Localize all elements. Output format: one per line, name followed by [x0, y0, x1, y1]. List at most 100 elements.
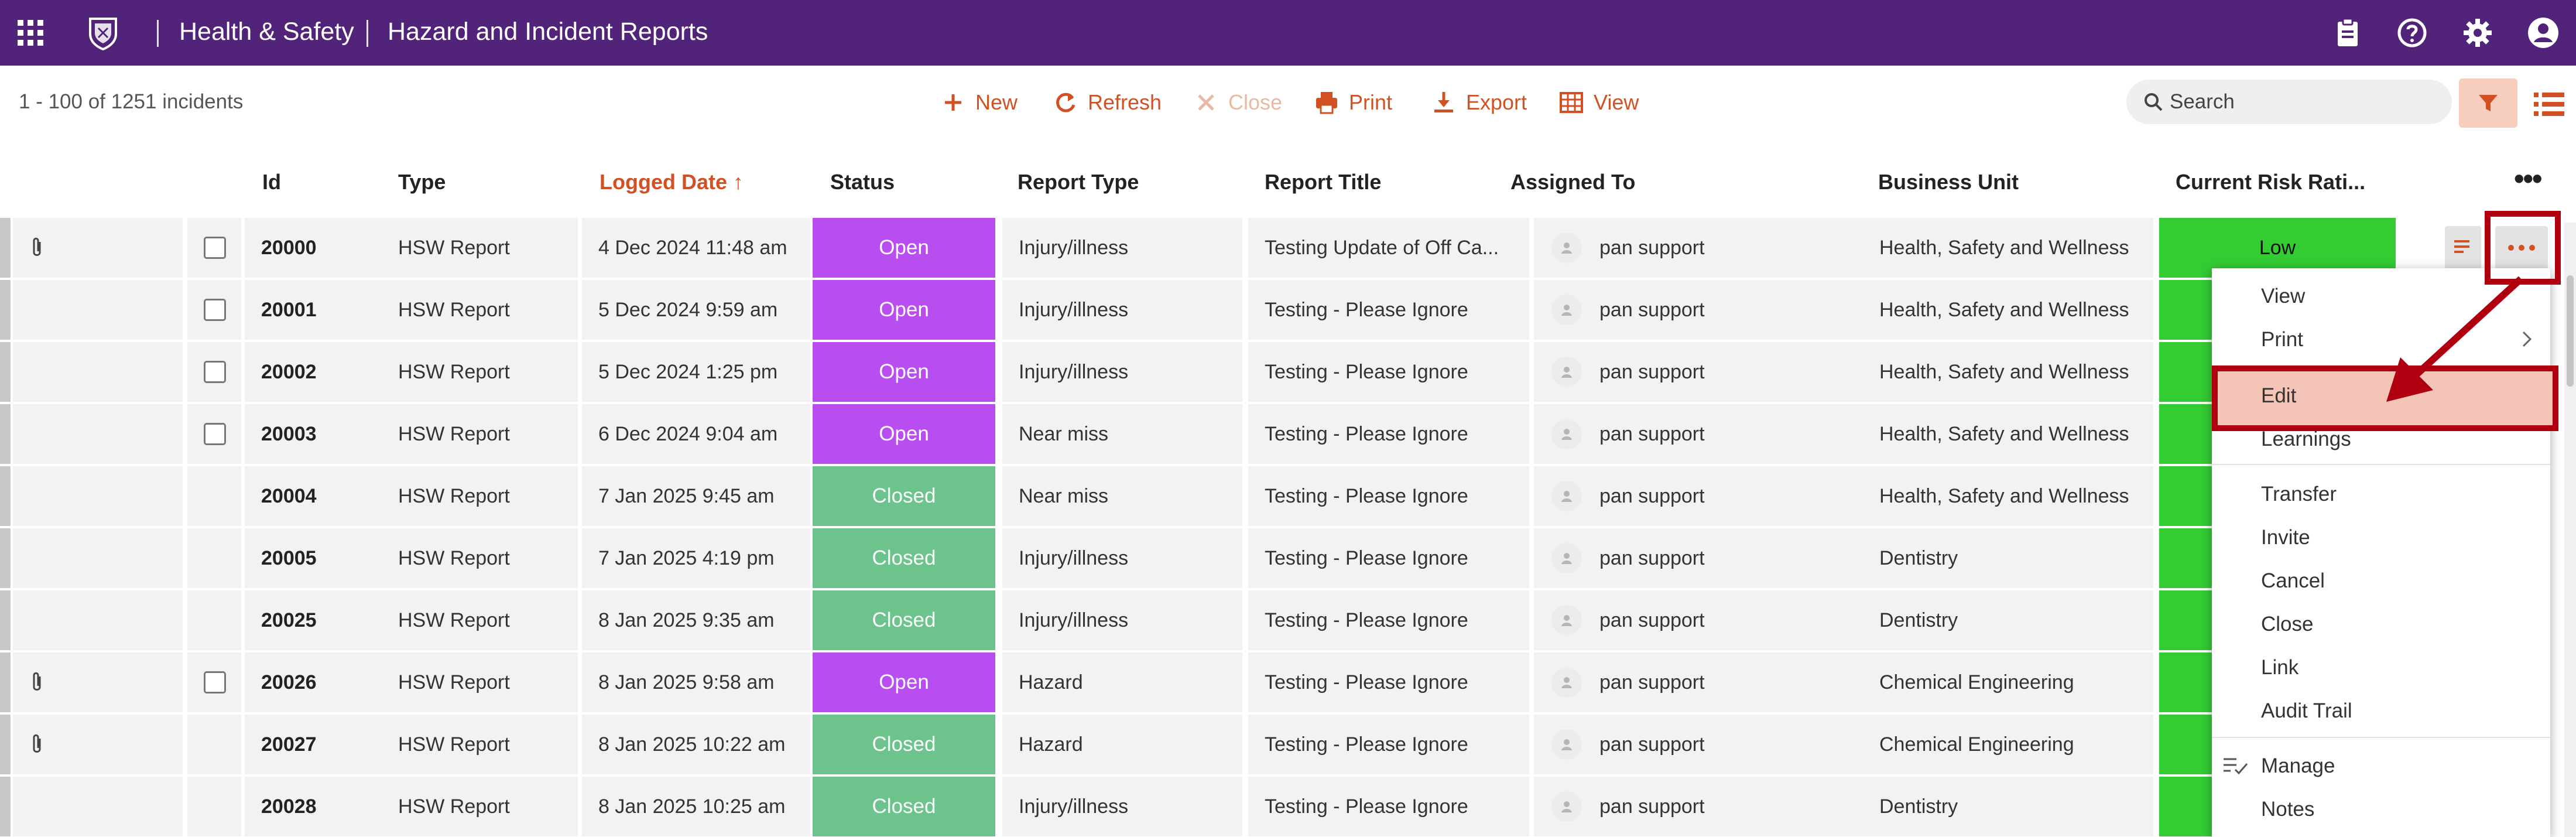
row-more-actions-button[interactable]	[2495, 226, 2548, 269]
menu-item-transfer[interactable]: Transfer	[2261, 483, 2337, 505]
attachment-cell	[13, 404, 183, 464]
person-icon	[1561, 367, 1572, 378]
menu-item-print[interactable]: Print	[2261, 328, 2303, 351]
select-cell[interactable]	[187, 777, 241, 836]
column-header-current-risk-rating[interactable]: Current Risk Rati...	[2176, 170, 2366, 194]
table-row[interactable]: 20001 HSW Report 5 Dec 2024 9:59 am Open Inj…	[0, 280, 2576, 340]
select-cell[interactable]	[187, 528, 241, 588]
attachment-cell	[13, 466, 183, 526]
table-row[interactable]: 20005 HSW Report 7 Jan 2025 4:19 pm Closed I…	[0, 528, 2576, 588]
column-header-id[interactable]: Id	[262, 170, 281, 194]
column-options-icon[interactable]: •••	[2514, 162, 2542, 195]
column-header-report-title[interactable]: Report Title	[1265, 170, 1382, 194]
cell-report-title: Testing Update of Off Ca...	[1265, 236, 1499, 259]
chevron-right-icon	[2522, 331, 2532, 347]
app-title[interactable]: Health & Safety	[179, 18, 354, 46]
column-header-status[interactable]: Status	[830, 170, 895, 194]
select-cell[interactable]	[187, 715, 241, 774]
app-launcher-icon[interactable]	[18, 20, 43, 46]
menu-item-learnings[interactable]: Learnings	[2261, 428, 2351, 450]
vertical-scrollbar[interactable]	[2564, 223, 2576, 837]
menu-item-invite[interactable]: Invite	[2261, 526, 2310, 549]
help-icon[interactable]	[2396, 16, 2428, 49]
table-row[interactable]: 20027 HSW Report 8 Jan 2025 10:22 am Closed…	[0, 715, 2576, 774]
select-cell[interactable]	[187, 652, 241, 712]
new-button[interactable]: New	[940, 88, 1018, 117]
menu-item-edit[interactable]: Edit	[2261, 384, 2297, 407]
select-cell[interactable]	[187, 342, 241, 402]
person-icon	[1561, 677, 1572, 688]
refresh-button[interactable]: Refresh	[1053, 88, 1162, 117]
column-header-logged-date[interactable]: Logged Date ↑	[600, 170, 744, 194]
menu-item-link[interactable]: Link	[2261, 656, 2299, 679]
cell-id[interactable]: 20002	[261, 360, 317, 383]
menu-item-audit-trail[interactable]: Audit Trail	[2261, 699, 2352, 722]
clipboard-icon[interactable]	[2331, 16, 2364, 49]
paperclip-icon	[33, 237, 41, 256]
column-header-assigned-to[interactable]: Assigned To	[1510, 170, 1636, 194]
export-button[interactable]: Export	[1431, 88, 1527, 117]
cell-id[interactable]: 20028	[261, 795, 317, 818]
table-row[interactable]: 20004 HSW Report 7 Jan 2025 9:45 am Closed N…	[0, 466, 2576, 526]
cell-id[interactable]: 20026	[261, 671, 317, 693]
table-row[interactable]: 20002 HSW Report 5 Dec 2024 1:25 pm Open Inj…	[0, 342, 2576, 402]
select-cell[interactable]	[187, 404, 241, 464]
filter-button[interactable]	[2459, 78, 2517, 128]
close-button[interactable]: Close	[1193, 88, 1282, 117]
row-indicator	[0, 342, 11, 402]
user-avatar-icon[interactable]	[2527, 16, 2560, 49]
table-row[interactable]: 20025 HSW Report 8 Jan 2025 9:35 am Closed I…	[0, 590, 2576, 650]
cell-assigned-to: pan support	[1599, 360, 1705, 383]
status-badge: Closed	[813, 466, 995, 526]
gear-icon[interactable]	[2461, 16, 2494, 49]
select-cell[interactable]	[187, 280, 241, 340]
cell-assigned-to: pan support	[1599, 546, 1705, 569]
menu-item-view[interactable]: View	[2261, 285, 2306, 308]
row-checkbox[interactable]	[204, 299, 226, 321]
avatar	[1551, 233, 1582, 263]
cell-report-title: Testing - Please Ignore	[1265, 609, 1468, 631]
menu-item-cancel[interactable]: Cancel	[2261, 569, 2325, 592]
list-view-icon[interactable]	[2527, 82, 2571, 127]
row-checkbox[interactable]	[204, 237, 226, 259]
row-checkbox[interactable]	[204, 423, 226, 445]
cell-type: HSW Report	[398, 236, 510, 259]
row-checkbox[interactable]	[204, 361, 226, 383]
table-row[interactable]: 20000 HSW Report 4 Dec 2024 11:48 am Open In…	[0, 218, 2576, 278]
cell-id[interactable]: 20025	[261, 609, 317, 631]
menu-item-manage[interactable]: Manage	[2261, 754, 2335, 777]
cell-id[interactable]: 20001	[261, 298, 317, 321]
table-row[interactable]: 20003 HSW Report 6 Dec 2024 9:04 am Open Nea…	[0, 404, 2576, 464]
column-header-report-type[interactable]: Report Type	[1018, 170, 1139, 194]
cell-id[interactable]: 20027	[261, 733, 317, 756]
row-notes-button[interactable]	[2445, 226, 2481, 269]
person-icon	[1561, 801, 1572, 812]
column-header-type[interactable]: Type	[398, 170, 446, 194]
column-header-business-unit[interactable]: Business Unit	[1878, 170, 2019, 194]
menu-item-close[interactable]: Close	[2261, 613, 2314, 636]
cell-business-unit: Chemical Engineering	[1879, 733, 2074, 756]
search-input[interactable]: Search	[2126, 80, 2452, 124]
cell-report-title: Testing - Please Ignore	[1265, 795, 1468, 818]
paperclip-icon	[33, 734, 41, 753]
view-button[interactable]: View	[1558, 88, 1639, 117]
cell-id[interactable]: 20003	[261, 422, 317, 445]
scrollbar-thumb[interactable]	[2567, 275, 2574, 387]
select-cell[interactable]	[187, 218, 241, 278]
top-bar: Health & Safety Hazard and Incident Repo…	[0, 0, 2576, 66]
cell-type: HSW Report	[398, 484, 510, 507]
print-button[interactable]: Print	[1314, 88, 1392, 117]
table-row[interactable]: 20026 HSW Report 8 Jan 2025 9:58 am Open Haz…	[0, 652, 2576, 712]
menu-item-notes[interactable]: Notes	[2261, 798, 2315, 821]
select-cell[interactable]	[187, 466, 241, 526]
avatar	[1551, 481, 1582, 511]
cell-logged-date: 5 Dec 2024 9:59 am	[598, 298, 778, 321]
cell-id[interactable]: 20000	[261, 236, 317, 259]
cell-id[interactable]: 20005	[261, 546, 317, 569]
filter-icon	[2479, 95, 2498, 111]
select-cell[interactable]	[187, 590, 241, 650]
cell-report-title: Testing - Please Ignore	[1265, 360, 1468, 383]
cell-id[interactable]: 20004	[261, 484, 317, 507]
row-checkbox[interactable]	[204, 671, 226, 693]
table-row[interactable]: 20028 HSW Report 8 Jan 2025 10:25 am Closed…	[0, 777, 2576, 836]
